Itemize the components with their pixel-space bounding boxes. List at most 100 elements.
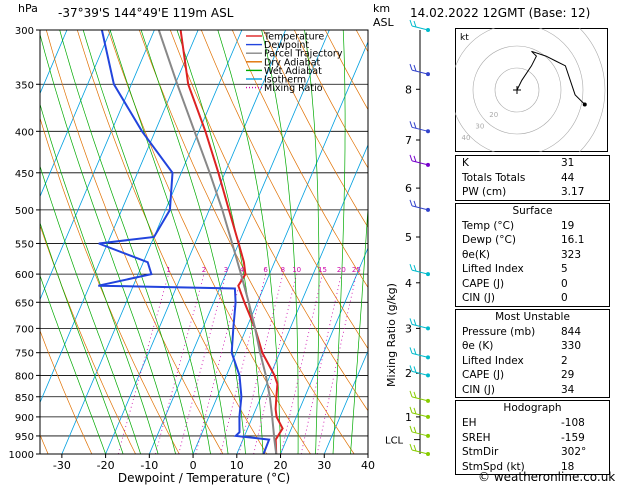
wind-barb-flag: [413, 155, 417, 163]
indices-panel: K 31 Totals Totals 44 PW (cm) 3.17 Surface …: [455, 155, 610, 477]
hodo-ring: [455, 28, 584, 152]
wind-barb-flag: [409, 425, 413, 433]
dry-adiabat-line: [200, 30, 368, 350]
wind-barb-flag: [409, 154, 413, 162]
x-tick-label: 10: [230, 459, 244, 472]
mixing-ratio-axis-label: Mixing Ratio (g/kg): [385, 283, 398, 387]
wind-barb-flag: [409, 347, 413, 354]
x-tick-label: 20: [274, 459, 288, 472]
wind-barb-flag: [413, 319, 417, 326]
dry-adiabat-line: [138, 30, 355, 454]
index-row: StmSpd (kt) 18: [462, 460, 575, 473]
wet-adiabat-line: [40, 102, 159, 454]
wind-barb-staff: [411, 69, 429, 75]
pressure-tick-label: 350: [15, 80, 34, 91]
pressure-tick-label: 700: [15, 324, 34, 335]
index-row: PW (cm) 3.17: [462, 186, 585, 198]
km-tick-label: 2: [405, 367, 412, 380]
surface-box: Surface Temp (°C) 19 Dewp (°C) 16.1 θe(K) 3…: [455, 202, 610, 307]
series-parcel-trajectory-line: [157, 30, 278, 454]
index-row: Temp (°C) 19: [462, 219, 575, 232]
wind-barb-staff: [411, 205, 429, 211]
wind-barb-flag: [413, 426, 417, 434]
dry-adiabat-line: [40, 224, 136, 454]
dry-adiabat-line: [107, 30, 311, 454]
km-tick-label: 1: [405, 411, 412, 424]
wet-adiabat-line: [82, 30, 211, 454]
series-dewpoint-line: [98, 30, 271, 454]
wind-barb-flag: [409, 19, 413, 27]
index-row: StmDir 302°: [462, 446, 587, 458]
lcl-label: LCL: [385, 436, 404, 447]
mixing-ratio-label: 3: [224, 266, 228, 274]
pressure-tick-label: 500: [15, 206, 34, 217]
index-row: Pressure (mb) 844: [462, 325, 582, 338]
isotherm-line: [148, 30, 330, 454]
wind-barb-flag: [409, 406, 413, 414]
pressure-tick-label: 750: [15, 349, 34, 360]
hodograph-indices-box: Hodograph EH -108 SREH -159 StmDir 302° Stm…: [455, 400, 610, 475]
pressure-tick-label: 600: [15, 270, 34, 281]
mixing-ratio-line: [117, 273, 169, 454]
km-tick-label: 7: [405, 134, 412, 147]
index-row: θe(K) 323: [462, 248, 582, 261]
pressure-tick-label: 950: [15, 432, 34, 443]
pressure-tick-label: 850: [15, 393, 34, 404]
hodo-ring: [494, 67, 540, 113]
mixing-ratio-label: 2: [202, 266, 206, 274]
wind-barb-flag: [409, 199, 413, 207]
credit-text: © weatheronline.co.uk: [478, 470, 616, 484]
wind-barb-staff: [411, 352, 429, 358]
index-row: CAPE (J) 29: [462, 369, 575, 381]
pressure-tick-label: 900: [15, 413, 34, 424]
wind-barb-flag: [413, 391, 417, 399]
index-row: SREH -159: [462, 431, 585, 444]
mixing-ratio-line: [253, 274, 298, 454]
index-row: CIN (J) 0: [462, 292, 568, 304]
wind-barb-staff: [411, 323, 429, 329]
wind-barb-flag: [413, 20, 417, 28]
wind-barb-flag: [413, 122, 417, 129]
x-tick-label: -30: [53, 459, 71, 472]
wind-barb-column: [409, 19, 430, 456]
index-row: CAPE (J) 0: [462, 277, 568, 290]
hodograph-panel: kt 20 30 40: [455, 28, 608, 152]
mixing-ratio-label: 25: [352, 266, 361, 274]
wind-barb-flag: [413, 264, 417, 272]
x-tick-label: -10: [140, 459, 158, 472]
wind-barb-flag: [413, 348, 417, 355]
hodo-ring: [472, 45, 562, 135]
x-tick-label: 30: [317, 459, 331, 472]
pressure-tick-label: 1000: [9, 450, 34, 461]
hodo-end-point: [582, 102, 587, 107]
mixing-ratio-label: 4: [240, 266, 245, 274]
wet-adiabat-line: [59, 30, 194, 454]
series-temperature-line: [179, 30, 284, 454]
wind-barb-flag: [409, 121, 413, 128]
plot-frame: [39, 29, 369, 455]
legend-label: Isotherm: [264, 75, 306, 86]
hodo-kt-label: kt: [460, 33, 469, 43]
hodo-ring-label: 30: [475, 123, 484, 131]
hodo-ring-label: 40: [462, 134, 471, 142]
hodograph-title: Hodograph: [503, 402, 562, 414]
mixing-ratio-line: [238, 274, 284, 454]
x-tick-label: -20: [97, 459, 115, 472]
wind-barb-flag: [409, 63, 413, 71]
wet-adiabat-line: [40, 165, 141, 454]
wind-barb-staff: [411, 25, 429, 31]
index-row: θe (K) 330: [462, 340, 582, 352]
wind-barb-staff: [411, 269, 429, 275]
hodograph-trace: [516, 50, 586, 105]
hpa-label: hPa: [18, 2, 38, 15]
wind-barb-flag: [413, 200, 417, 208]
wind-barb-staff: [411, 396, 429, 402]
pressure-tick-label: 800: [15, 371, 34, 382]
dry-adiabat-line: [262, 30, 368, 228]
legend-label: Dewpoint: [264, 40, 309, 51]
index-row: Lifted Index 5: [462, 263, 568, 275]
wet-adiabat-line: [261, 30, 299, 454]
legend-label: Dry Adiabat: [264, 57, 321, 68]
